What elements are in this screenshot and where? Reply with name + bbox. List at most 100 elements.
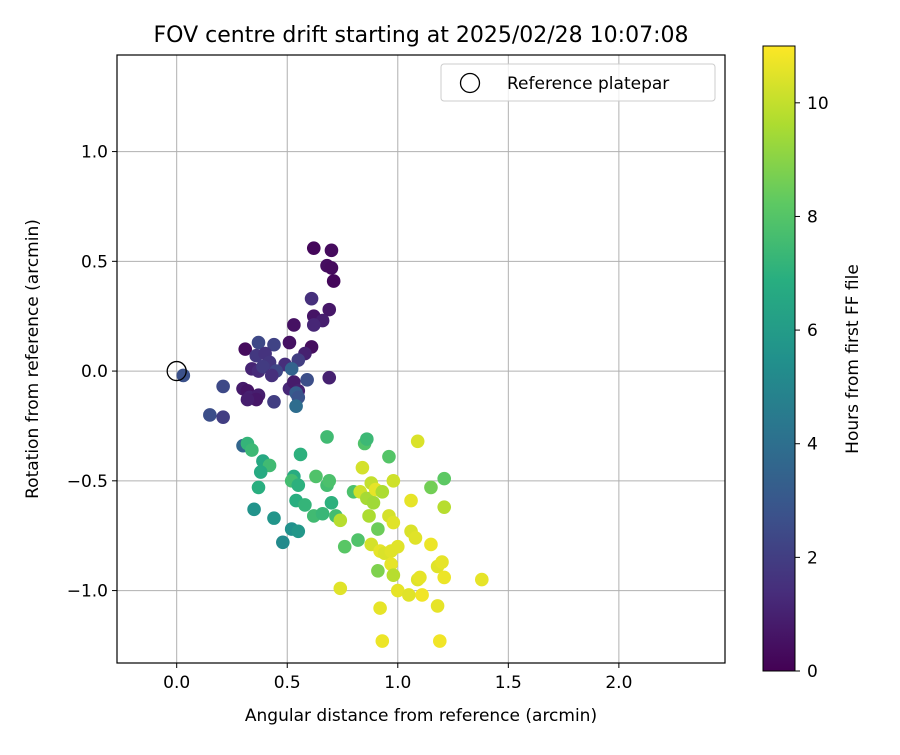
data-point — [216, 410, 230, 424]
data-point — [282, 335, 297, 350]
data-point — [415, 588, 429, 602]
colorbar-ticks: 0 2 4 6 8 10 — [795, 94, 829, 682]
data-point — [253, 465, 268, 479]
y-tick-label: 1.0 — [81, 143, 108, 163]
data-point — [410, 434, 425, 449]
data-points — [166, 241, 489, 648]
data-point — [333, 513, 348, 528]
y-tick-label: −0.5 — [67, 472, 108, 492]
data-point — [386, 568, 401, 583]
data-point — [315, 506, 330, 521]
data-point — [238, 342, 253, 356]
data-point — [375, 484, 390, 499]
reference-platepar-marker — [166, 360, 187, 382]
data-point — [375, 634, 390, 648]
data-point — [424, 480, 438, 495]
legend-box — [440, 63, 716, 102]
data-point — [247, 502, 261, 517]
data-point — [437, 471, 452, 486]
x-tick-label: 0.0 — [163, 673, 190, 693]
data-point — [256, 359, 270, 374]
data-point — [386, 474, 401, 488]
data-point — [382, 449, 396, 464]
data-point — [251, 480, 266, 495]
data-point — [366, 495, 381, 510]
data-point — [371, 522, 385, 536]
data-point — [245, 443, 259, 457]
x-axis-label: Angular distance from reference (arcmin) — [245, 706, 597, 726]
data-point — [291, 524, 306, 539]
data-point — [306, 241, 321, 255]
data-point — [390, 583, 405, 598]
data-point — [309, 469, 323, 484]
x-tick-label: 2.0 — [605, 673, 632, 693]
data-point — [322, 474, 337, 488]
y-tick-label: 0.5 — [81, 252, 108, 272]
y-tick-label: −1.0 — [67, 582, 108, 602]
axis-ticks: 0.0 0.5 1.0 1.5 2.0 −1.0 −0.5 0.0 0.5 1.0 — [67, 143, 633, 693]
colorbar-tick-label: 0 — [807, 662, 818, 682]
data-point — [320, 430, 334, 444]
data-point — [267, 511, 281, 525]
data-point — [203, 408, 217, 422]
legend-marker-circle — [459, 72, 481, 94]
data-point — [300, 373, 314, 387]
plot-frame — [116, 54, 726, 664]
data-point — [251, 335, 266, 350]
data-point — [333, 581, 348, 596]
data-point — [291, 478, 306, 493]
data-point — [322, 370, 337, 385]
data-point — [304, 291, 319, 306]
data-point — [267, 337, 281, 352]
data-point — [386, 515, 401, 530]
data-point — [276, 535, 290, 550]
x-tick-label: 1.0 — [384, 673, 411, 693]
colorbar-gradient — [762, 45, 796, 672]
data-point — [287, 318, 301, 332]
chart-title: FOV centre drift starting at 2025/02/28 … — [154, 23, 689, 48]
data-point — [306, 318, 321, 332]
data-point — [298, 498, 312, 512]
data-point — [362, 509, 376, 523]
data-point — [435, 555, 449, 569]
data-point — [373, 601, 387, 615]
data-point — [384, 557, 398, 572]
data-point — [324, 261, 339, 275]
data-point — [293, 447, 308, 462]
data-point — [322, 302, 337, 317]
data-point — [437, 570, 452, 585]
data-point — [413, 570, 427, 585]
data-point — [337, 539, 352, 554]
colorbar-tick-label: 6 — [807, 321, 818, 341]
colorbar-tick-label: 2 — [807, 548, 818, 568]
colorbar-tick-label: 10 — [807, 94, 829, 114]
data-point — [267, 395, 281, 409]
data-point — [408, 531, 423, 545]
data-point — [240, 392, 255, 407]
data-point — [324, 495, 339, 510]
data-point — [351, 533, 365, 547]
data-point — [371, 564, 385, 578]
data-point — [360, 432, 374, 446]
x-tick-label: 1.5 — [495, 673, 522, 693]
y-axis-label: Rotation from reference (arcmin) — [23, 219, 43, 499]
x-tick-label: 0.5 — [274, 673, 301, 693]
legend: Reference platepar — [440, 63, 716, 102]
data-point — [264, 368, 279, 383]
data-point — [437, 500, 452, 514]
data-point — [216, 379, 230, 394]
data-point — [324, 243, 339, 258]
data-point — [430, 599, 445, 613]
colorbar-label: Hours from first FF file — [843, 264, 863, 454]
data-point — [404, 493, 418, 508]
data-point — [475, 572, 489, 587]
colorbar-tick-label: 4 — [807, 435, 818, 455]
data-point — [424, 537, 438, 552]
data-point — [402, 588, 416, 602]
data-point — [289, 399, 303, 413]
data-point — [390, 539, 405, 554]
y-tick-label: 0.0 — [81, 362, 108, 382]
colorbar-tick-label: 8 — [807, 207, 818, 227]
